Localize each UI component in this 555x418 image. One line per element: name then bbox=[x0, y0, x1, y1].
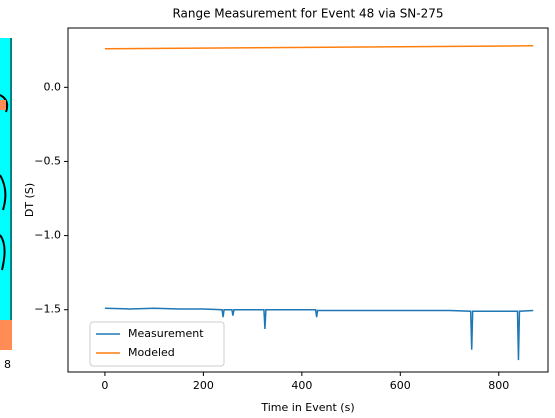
x-axis-label: Time in Event (s) bbox=[260, 401, 354, 414]
x-tick-label: 0 bbox=[101, 379, 108, 392]
data-line bbox=[104, 307, 534, 361]
legend-label: Measurement bbox=[128, 327, 204, 340]
left-window: 8 bbox=[0, 38, 12, 371]
blob bbox=[0, 320, 12, 350]
plot-frame bbox=[67, 27, 549, 373]
x-tick-label: 600 bbox=[390, 379, 411, 392]
y-tick-label: 0.0 bbox=[44, 80, 62, 93]
legend-label: Modeled bbox=[128, 346, 175, 359]
y-tick-label: −1.5 bbox=[34, 303, 61, 316]
data-line bbox=[104, 45, 534, 50]
chart-title: Range Measurement for Event 48 via SN-27… bbox=[172, 7, 443, 21]
blob bbox=[0, 100, 6, 110]
x-tick-label: 800 bbox=[488, 379, 509, 392]
scribble bbox=[0, 94, 9, 271]
panel-label: 8 bbox=[4, 358, 11, 371]
y-tick-label: −1.0 bbox=[34, 229, 61, 242]
x-tick-label: 400 bbox=[291, 379, 312, 392]
y-tick-label: −0.5 bbox=[34, 154, 61, 167]
legend-box bbox=[89, 321, 225, 367]
x-tick-label: 200 bbox=[193, 379, 214, 392]
y-axis-label: DT (S) bbox=[23, 183, 36, 217]
